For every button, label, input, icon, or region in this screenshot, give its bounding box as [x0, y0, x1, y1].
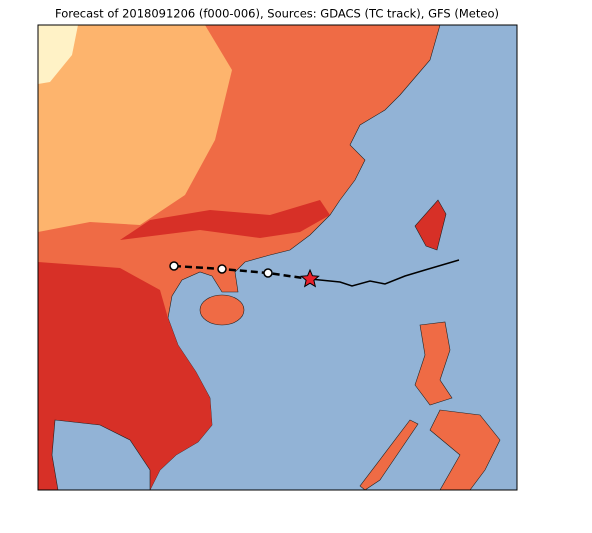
track-point	[217, 264, 227, 274]
title: Forecast of 2018091206 (f000-006), Sourc…	[55, 7, 499, 21]
track-history	[309, 259, 460, 287]
storm-position	[300, 268, 320, 288]
light-north	[38, 25, 232, 232]
hainan	[199, 294, 245, 326]
gulf-of-thailand	[51, 419, 151, 490]
visayas	[429, 409, 501, 490]
map	[38, 25, 517, 490]
red-south-china	[120, 200, 330, 240]
track-point	[263, 268, 273, 278]
palawan	[359, 419, 419, 490]
track-forecast	[173, 264, 311, 281]
map-frame	[37, 24, 518, 491]
luzon	[414, 321, 453, 406]
taiwan	[414, 199, 447, 251]
pale-corner	[38, 25, 78, 84]
track-point	[169, 261, 179, 271]
